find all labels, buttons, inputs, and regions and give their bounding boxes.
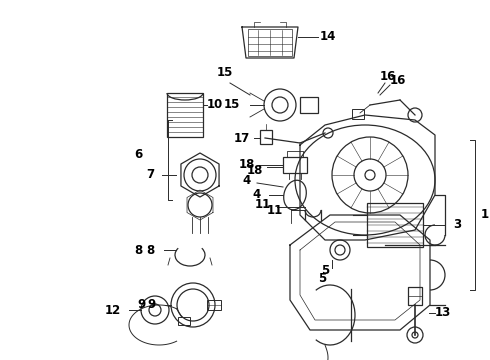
Text: 10: 10 [207, 99, 223, 112]
Text: 7: 7 [146, 168, 154, 181]
Text: 11: 11 [255, 198, 271, 211]
Text: 16: 16 [380, 71, 396, 84]
Text: 9: 9 [147, 298, 155, 311]
Text: 8: 8 [146, 243, 154, 256]
Bar [300, 97, 318, 113]
Text: 18: 18 [239, 158, 255, 171]
Bar [260, 130, 272, 144]
Text: 15: 15 [217, 67, 233, 80]
Text: 4: 4 [243, 174, 251, 186]
Bar [178, 317, 190, 325]
Bar [207, 300, 221, 310]
Text: 17: 17 [234, 131, 250, 144]
Text: 5: 5 [321, 264, 329, 276]
Text: 9: 9 [137, 298, 145, 311]
Text: 3: 3 [453, 219, 461, 231]
Text: 6: 6 [134, 148, 142, 162]
Bar [167, 93, 203, 137]
Text: 14: 14 [320, 31, 336, 44]
Text: 15: 15 [224, 99, 240, 112]
Text: 12: 12 [105, 303, 121, 316]
Text: 18: 18 [247, 163, 263, 176]
Text: 4: 4 [253, 189, 261, 202]
Bar [248, 29, 292, 56]
Text: 8: 8 [134, 243, 142, 256]
Text: 11: 11 [267, 203, 283, 216]
Text: 5: 5 [318, 271, 326, 284]
Text: 16: 16 [390, 73, 406, 86]
Bar [352, 109, 364, 119]
Text: 13: 13 [435, 306, 451, 320]
Bar [367, 203, 423, 247]
Text: 1: 1 [481, 208, 489, 221]
Bar [408, 287, 422, 305]
Bar [283, 157, 307, 173]
